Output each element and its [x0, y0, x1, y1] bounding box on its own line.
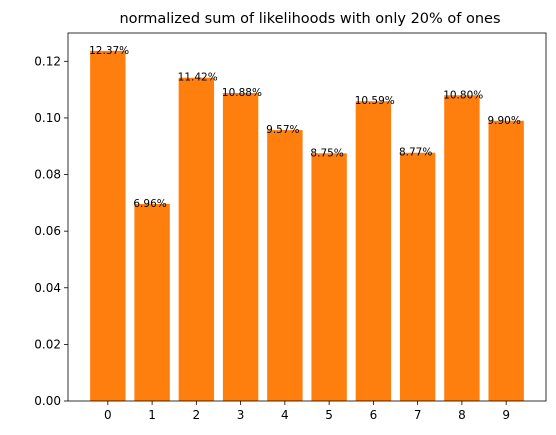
bar-7: [399, 152, 436, 401]
x-tick-label-1: 1: [148, 408, 156, 422]
bar-3: [222, 93, 259, 401]
y-tick-label-1: 0.02: [34, 337, 61, 351]
bar-6: [355, 101, 392, 401]
data-label-7: 8.77%: [399, 147, 432, 159]
y-tick-label-6: 0.12: [34, 54, 61, 68]
data-label-4: 9.57%: [266, 124, 299, 136]
x-tick-label-8: 8: [458, 408, 466, 422]
bar-8: [444, 95, 480, 401]
y-tick-label-5: 0.10: [34, 111, 61, 125]
y-axis: 0.00 0.02 0.04 0.06 0.08 0.10 0.12: [34, 54, 68, 408]
data-label-5: 8.75%: [310, 147, 343, 159]
data-label-6: 10.59%: [355, 95, 395, 107]
x-tick-label-5: 5: [325, 408, 333, 422]
data-label-1: 6.96%: [133, 198, 166, 210]
bar-2: [178, 77, 215, 401]
x-tick-label-3: 3: [237, 408, 245, 422]
y-tick-label-3: 0.06: [34, 224, 61, 238]
y-tick-label-2: 0.04: [34, 281, 61, 295]
x-axis: 0 1 2 3 4 5 6 7 8 9: [104, 401, 510, 422]
bar-1: [134, 203, 170, 401]
plot-frame: [67, 32, 547, 402]
y-tick-label-4: 0.08: [34, 168, 61, 182]
x-tick-label-9: 9: [502, 408, 510, 422]
bar-0: [90, 50, 126, 401]
bars-group: [90, 50, 524, 401]
x-tick-label-4: 4: [281, 408, 289, 422]
x-tick-label-2: 2: [193, 408, 201, 422]
y-tick-label-0: 0.00: [34, 394, 61, 408]
x-tick-label-7: 7: [414, 408, 422, 422]
data-labels-group: 12.37% 6.96% 11.42% 10.88% 9.57% 8.75% 10.59% 8…: [89, 45, 521, 210]
data-label-0: 12.37%: [89, 45, 129, 57]
data-label-8: 10.80%: [443, 89, 483, 101]
bar-9: [488, 120, 524, 401]
bar-5: [311, 153, 347, 401]
data-label-2: 11.42%: [178, 72, 218, 84]
data-label-9: 9.90%: [487, 115, 520, 127]
chart-title: normalized sum of likelihoods with only …: [119, 11, 500, 27]
bar-4: [267, 130, 303, 401]
x-tick-label-0: 0: [104, 408, 112, 422]
x-tick-label-6: 6: [370, 408, 378, 422]
data-label-3: 10.88%: [222, 87, 262, 99]
